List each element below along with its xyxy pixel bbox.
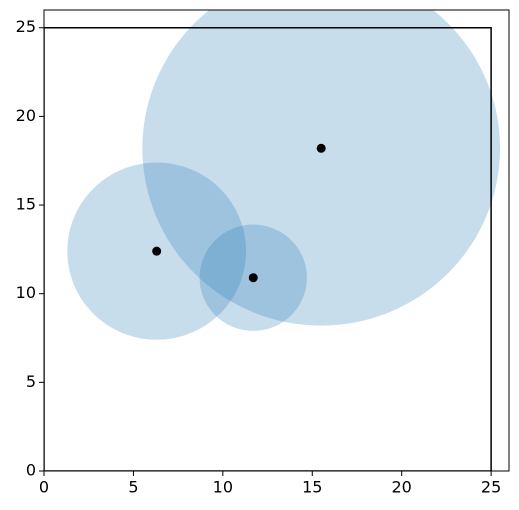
boundary — [44, 26, 492, 471]
x-tick-label: 0 — [39, 478, 49, 497]
point — [316, 143, 326, 153]
point — [152, 246, 162, 256]
point — [248, 273, 258, 283]
x-tick-label: 25 — [481, 478, 501, 497]
x-tick-label: 15 — [302, 478, 322, 497]
x-tick-label: 10 — [213, 478, 233, 497]
y-tick-label: 5 — [26, 372, 36, 391]
axes-frame — [43, 9, 510, 472]
y-tick-label: 15 — [16, 195, 36, 214]
x-tick-label: 20 — [392, 478, 412, 497]
x-tick-label: 5 — [128, 478, 138, 497]
y-tick-label: 25 — [16, 17, 36, 36]
circle-area — [142, 10, 501, 326]
plot-area — [44, 10, 501, 471]
y-tick-label: 20 — [16, 106, 36, 125]
y-tick-label: 10 — [16, 283, 36, 302]
y-tick-label: 0 — [26, 461, 36, 480]
